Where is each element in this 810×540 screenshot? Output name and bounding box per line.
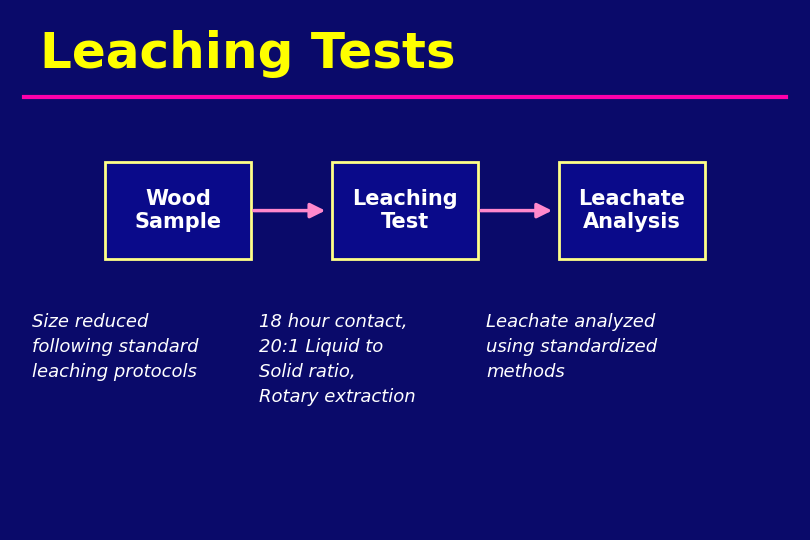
Text: Leaching
Test: Leaching Test <box>352 189 458 232</box>
FancyBboxPatch shape <box>559 162 705 259</box>
Text: Leaching Tests: Leaching Tests <box>40 30 456 78</box>
FancyBboxPatch shape <box>332 162 478 259</box>
Text: Wood
Sample: Wood Sample <box>134 189 222 232</box>
Text: Leachate analyzed
using standardized
methods: Leachate analyzed using standardized met… <box>486 313 657 381</box>
Text: 18 hour contact,
20:1 Liquid to
Solid ratio,
Rotary extraction: 18 hour contact, 20:1 Liquid to Solid ra… <box>259 313 416 406</box>
FancyBboxPatch shape <box>105 162 251 259</box>
Text: Leachate
Analysis: Leachate Analysis <box>578 189 685 232</box>
Text: Size reduced
following standard
leaching protocols: Size reduced following standard leaching… <box>32 313 199 381</box>
